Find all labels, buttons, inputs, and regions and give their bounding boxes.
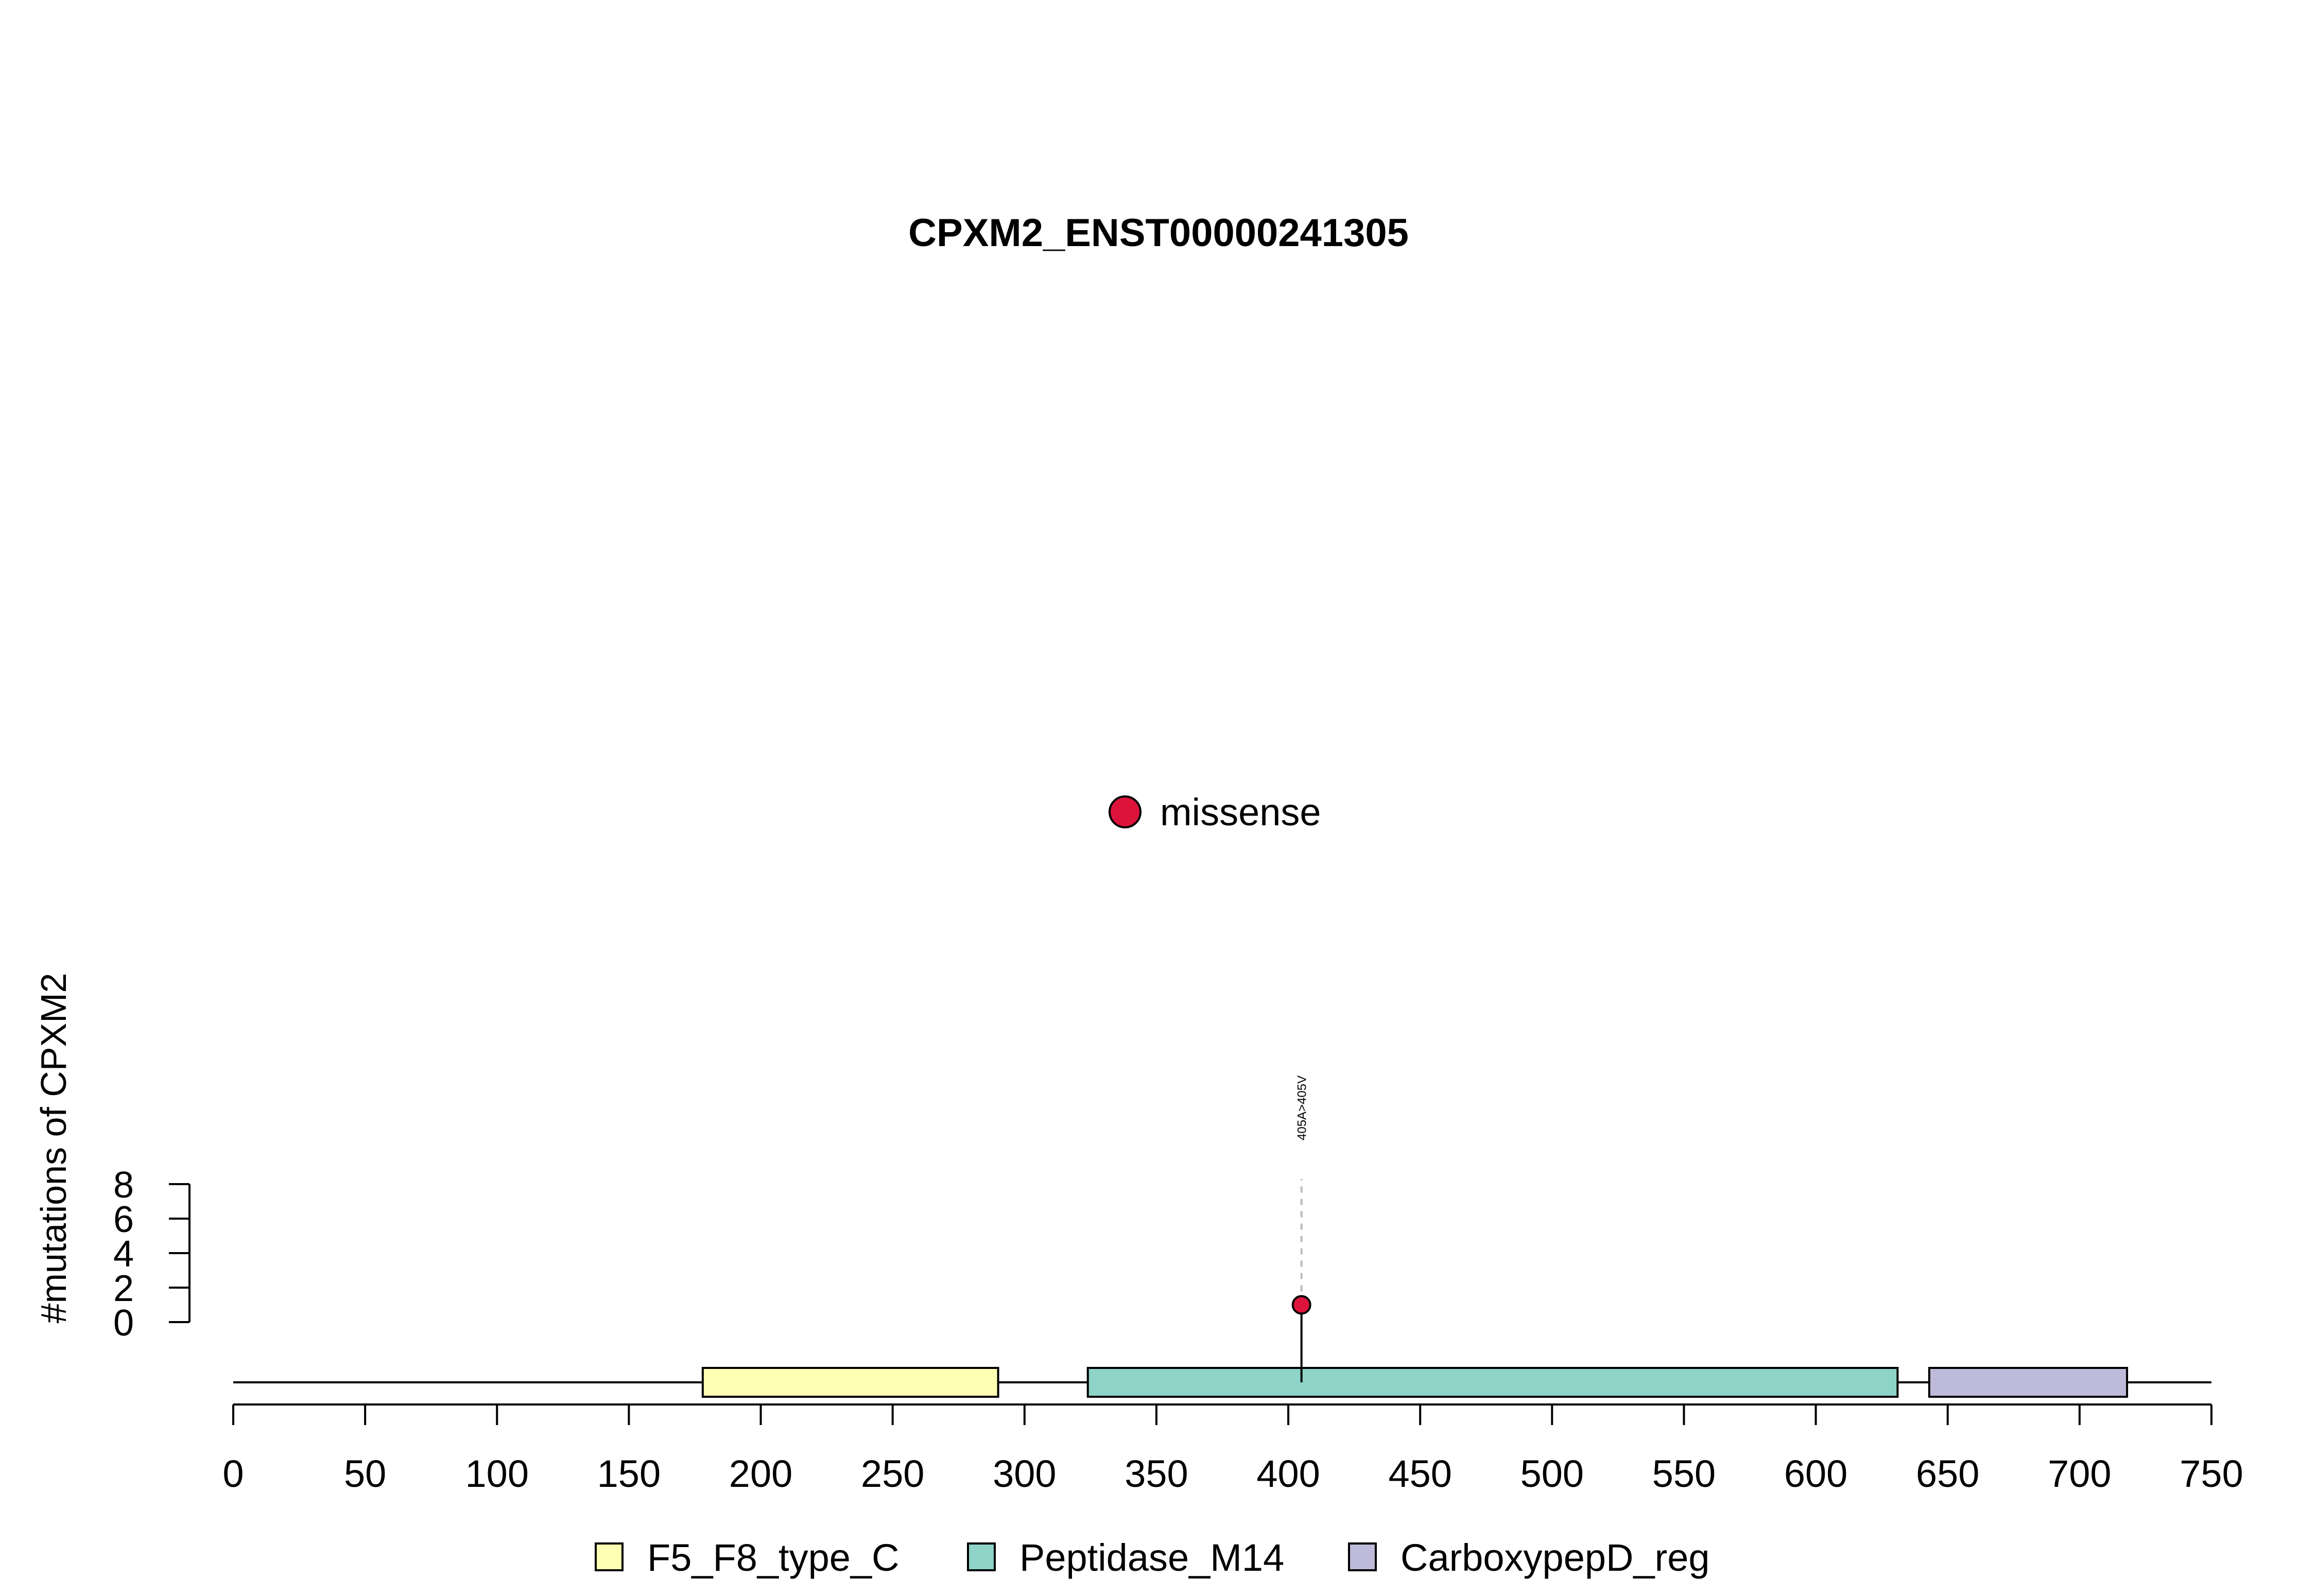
legend-label-Peptidase_M14: Peptidase_M14: [1019, 1536, 1284, 1579]
mutation-lollipops: 405A>405V: [1291, 1075, 1311, 1382]
x-tick-label: 600: [1784, 1452, 1847, 1495]
chart-title: CPXM2_ENST00000241305: [908, 211, 1409, 255]
x-tick-label: 100: [465, 1452, 529, 1495]
x-tick-label: 400: [1256, 1452, 1320, 1495]
y-tick-label: 2: [113, 1268, 134, 1309]
x-tick-label: 750: [2180, 1452, 2243, 1495]
y-tick-label: 8: [113, 1165, 134, 1206]
y-tick-label: 4: [113, 1234, 134, 1275]
x-axis: 0 50 100 150 200 250 300 350 400 450 500 550 600 650 7…: [222, 1403, 2243, 1495]
x-tick-label: 650: [1916, 1452, 1979, 1495]
x-tick-label: 500: [1520, 1452, 1584, 1495]
x-tick-label: 200: [729, 1452, 792, 1495]
legend-label-CarboxypepD_reg: CarboxypepD_reg: [1400, 1536, 1710, 1579]
protein-backbone: [233, 1367, 2211, 1398]
y-axis-label: #mutations of CPXM2: [33, 973, 74, 1324]
legend-swatch-CarboxypepD_reg: [1348, 1542, 1377, 1571]
x-tick-label: 450: [1388, 1452, 1451, 1495]
domain-Peptidase_M14: [1086, 1367, 1899, 1398]
legend-swatch-F5_F8_type_C: [595, 1542, 624, 1571]
x-tick-label: 0: [222, 1452, 244, 1495]
legend-marker-missense: [1109, 795, 1142, 828]
y-tick-label: 0: [113, 1303, 134, 1344]
legend-label-missense: missense: [1160, 791, 1321, 834]
x-tick-label: 700: [2048, 1452, 2111, 1495]
mutation-legend: missense: [1109, 791, 1321, 834]
domain-CarboxypepD_reg: [1928, 1367, 2129, 1398]
mutation-label: 405A>405V: [1295, 1075, 1309, 1140]
y-tick-label: 6: [113, 1199, 134, 1240]
x-tick-label: 550: [1652, 1452, 1716, 1495]
domain-legend: F5_F8_type_C Peptidase_M14 CarboxypepD_reg: [595, 1536, 1710, 1579]
x-tick-label: 250: [861, 1452, 924, 1495]
x-tick-label: 150: [597, 1452, 661, 1495]
lollipop-head: [1291, 1295, 1311, 1315]
domain-F5_F8_type_C: [701, 1367, 999, 1398]
x-tick-label: 50: [344, 1452, 386, 1495]
x-tick-label: 300: [993, 1452, 1056, 1495]
legend-label-F5_F8_type_C: F5_F8_type_C: [647, 1536, 900, 1579]
legend-swatch-Peptidase_M14: [967, 1542, 996, 1571]
x-tick-label: 350: [1125, 1452, 1188, 1495]
